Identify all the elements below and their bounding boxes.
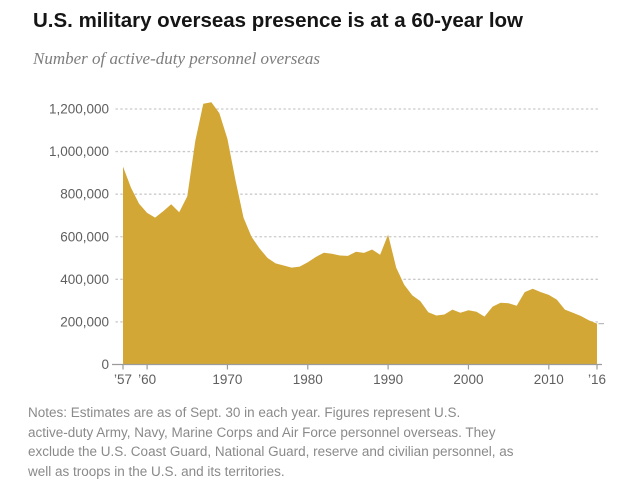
y-axis-label: 400,000 bbox=[60, 272, 109, 287]
chart-subtitle: Number of active-duty personnel overseas bbox=[33, 49, 321, 68]
notes-line: Notes: Estimates are as of Sept. 30 in e… bbox=[28, 405, 461, 420]
notes-line: active-duty Army, Navy, Marine Corps and… bbox=[28, 424, 496, 440]
y-axis-label: 0 bbox=[101, 357, 109, 372]
x-axis-label: ’57 bbox=[114, 372, 132, 387]
x-axis-label: 1990 bbox=[373, 372, 403, 387]
x-axis-label: 1970 bbox=[212, 372, 242, 387]
y-axis-label: 1,200,000 bbox=[49, 102, 109, 117]
area-series-overseas-personnel bbox=[123, 102, 597, 365]
chart-notes: Notes: Estimates are as of Sept. 30 in e… bbox=[28, 403, 628, 481]
x-axis-label: ’16 bbox=[588, 372, 606, 387]
notes-line: well as troops in the U.S. and its terri… bbox=[28, 463, 285, 479]
x-axis-label: 1980 bbox=[293, 372, 323, 387]
y-axis-label: 600,000 bbox=[60, 229, 109, 244]
y-axis-label: 1,000,000 bbox=[49, 144, 109, 159]
x-axis-label: 2010 bbox=[534, 372, 564, 387]
x-axis-label: 2000 bbox=[453, 372, 483, 387]
x-axis-label: ’60 bbox=[138, 372, 156, 387]
chart-title: U.S. military overseas presence is at a … bbox=[33, 9, 523, 32]
y-axis-label: 200,000 bbox=[60, 314, 109, 329]
y-axis-label: 800,000 bbox=[60, 187, 109, 202]
notes-line: exclude the U.S. Coast Guard, National G… bbox=[28, 444, 514, 459]
